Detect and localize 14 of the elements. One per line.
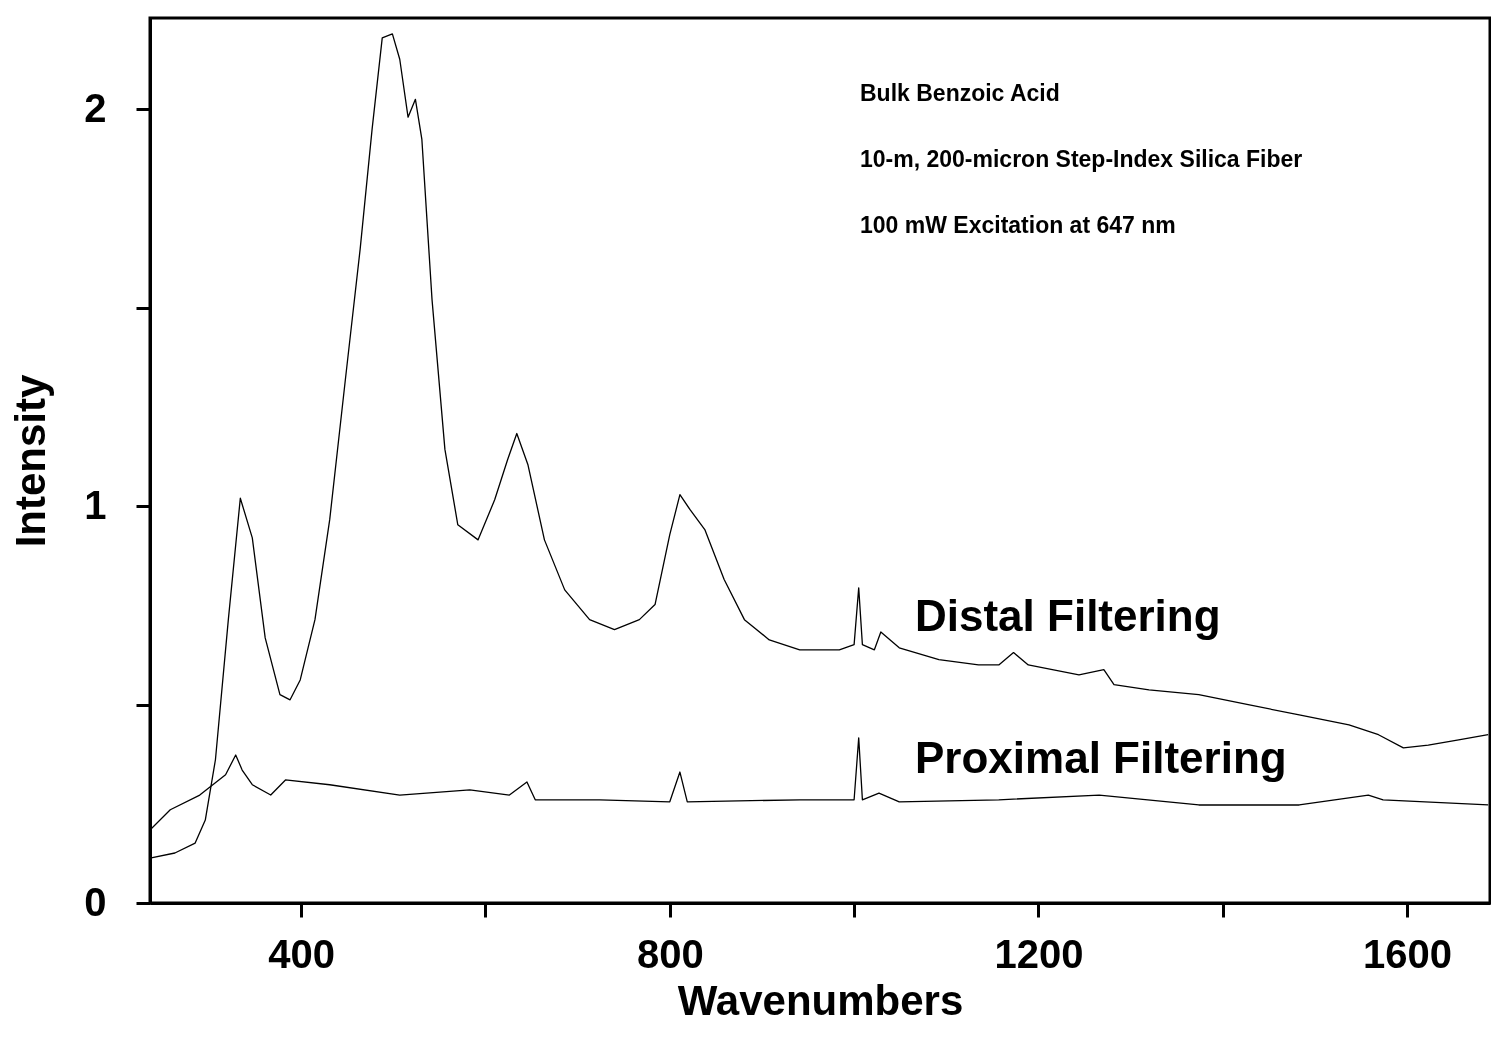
x-tick-label: 1200 [994,931,1084,976]
annotation: Bulk Benzoic Acid [860,80,1060,106]
x-tick-label: 1600 [1363,931,1453,976]
series-label: Proximal Filtering [915,733,1287,782]
x-axis-title: Wavenumbers [677,976,964,1024]
x-tick-label: 400 [268,931,336,976]
y-axis-title: Intensity [7,374,55,548]
x-tick-label: 800 [636,931,704,976]
y-tick-label: 1 [84,482,107,527]
y-tick-label: 2 [84,85,107,130]
annotation: 10-m, 200-micron Step-Index Silica Fiber [860,146,1303,172]
y-tick-label: 0 [84,879,107,924]
series-label: Distal Filtering [915,591,1221,640]
annotation: 100 mW Excitation at 647 nm [860,212,1176,238]
